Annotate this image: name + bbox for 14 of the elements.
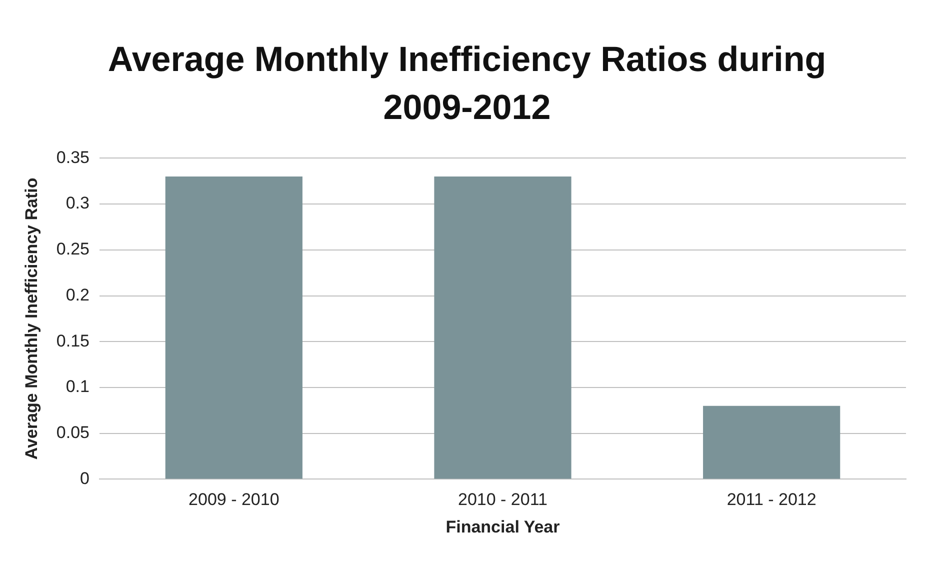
- y-tick-label: 0.15: [56, 331, 90, 350]
- y-tick-label: 0.2: [66, 285, 90, 304]
- y-tick-label: 0.3: [66, 194, 90, 213]
- x-tick-label: 2010 - 2011: [458, 490, 548, 510]
- y-tick-label: 0: [80, 468, 90, 488]
- x-tick-label: 2011 - 2012: [726, 490, 816, 510]
- y-tick-label: 0.1: [66, 377, 90, 396]
- y-tick-label: 0.35: [56, 148, 90, 167]
- chart-title: Average Monthly Inefficiency Ratios during 2009-2012: [107, 39, 827, 129]
- y-axis-title: Average Monthly Inefficiency Ratio: [22, 178, 41, 460]
- x-axis-title: Financial Year: [446, 517, 560, 536]
- x-tick-label: 2009 - 2010: [188, 490, 280, 510]
- y-tick-label: 0.25: [56, 240, 90, 259]
- y-tick-label: 0.05: [56, 423, 90, 442]
